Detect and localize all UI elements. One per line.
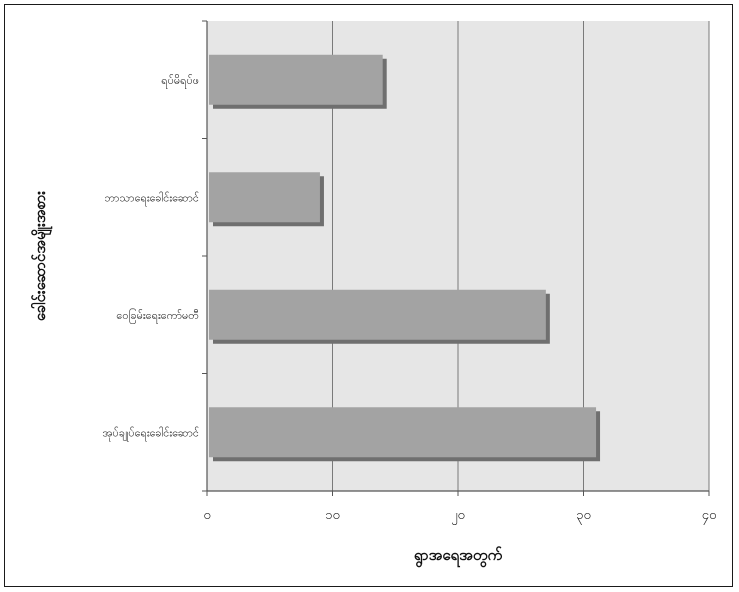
y-axis-title: ခေါင်းဆောင်အမျိုးအစား bbox=[30, 191, 53, 321]
category-label-3: အုပ်ချုပ်ရေးခေါင်းဆောင် bbox=[102, 426, 199, 441]
bar-0 bbox=[209, 54, 383, 105]
bar-1 bbox=[209, 172, 320, 223]
category-label-1: ဘာသာရေးခေါင်းဆောင် bbox=[104, 191, 199, 206]
chart-frame: ၀ ၁၀ ၂၀ ၃၀ ၄၀ ရပ်မိရပ်ဖဘာသာရေးခေါင်းဆောင်ဝေခြ… bbox=[4, 4, 733, 587]
category-label-2: ဝေခြမ်းရေးကော်မတီ bbox=[116, 308, 199, 324]
x-tick-label-3: ၃၀ bbox=[576, 508, 591, 525]
x-axis-title: ရွာအရေအတွက် bbox=[414, 545, 503, 568]
x-tick-label-0: ၀ bbox=[203, 508, 210, 523]
category-label-0: ရပ်မိရပ်ဖ bbox=[161, 74, 199, 89]
bar-3 bbox=[209, 407, 597, 458]
bar-chart: ၀ ၁၀ ၂၀ ၃၀ ၄၀ ရပ်မိရပ်ဖဘာသာရေးခေါင်းဆောင်ဝေခြ… bbox=[30, 20, 717, 568]
x-tick-label-1: ၁၀ bbox=[325, 508, 340, 523]
bar-2 bbox=[209, 289, 546, 340]
x-tick-label-2: ၂၀ bbox=[451, 508, 465, 525]
x-tick-label-4: ၄၀ bbox=[702, 508, 717, 525]
